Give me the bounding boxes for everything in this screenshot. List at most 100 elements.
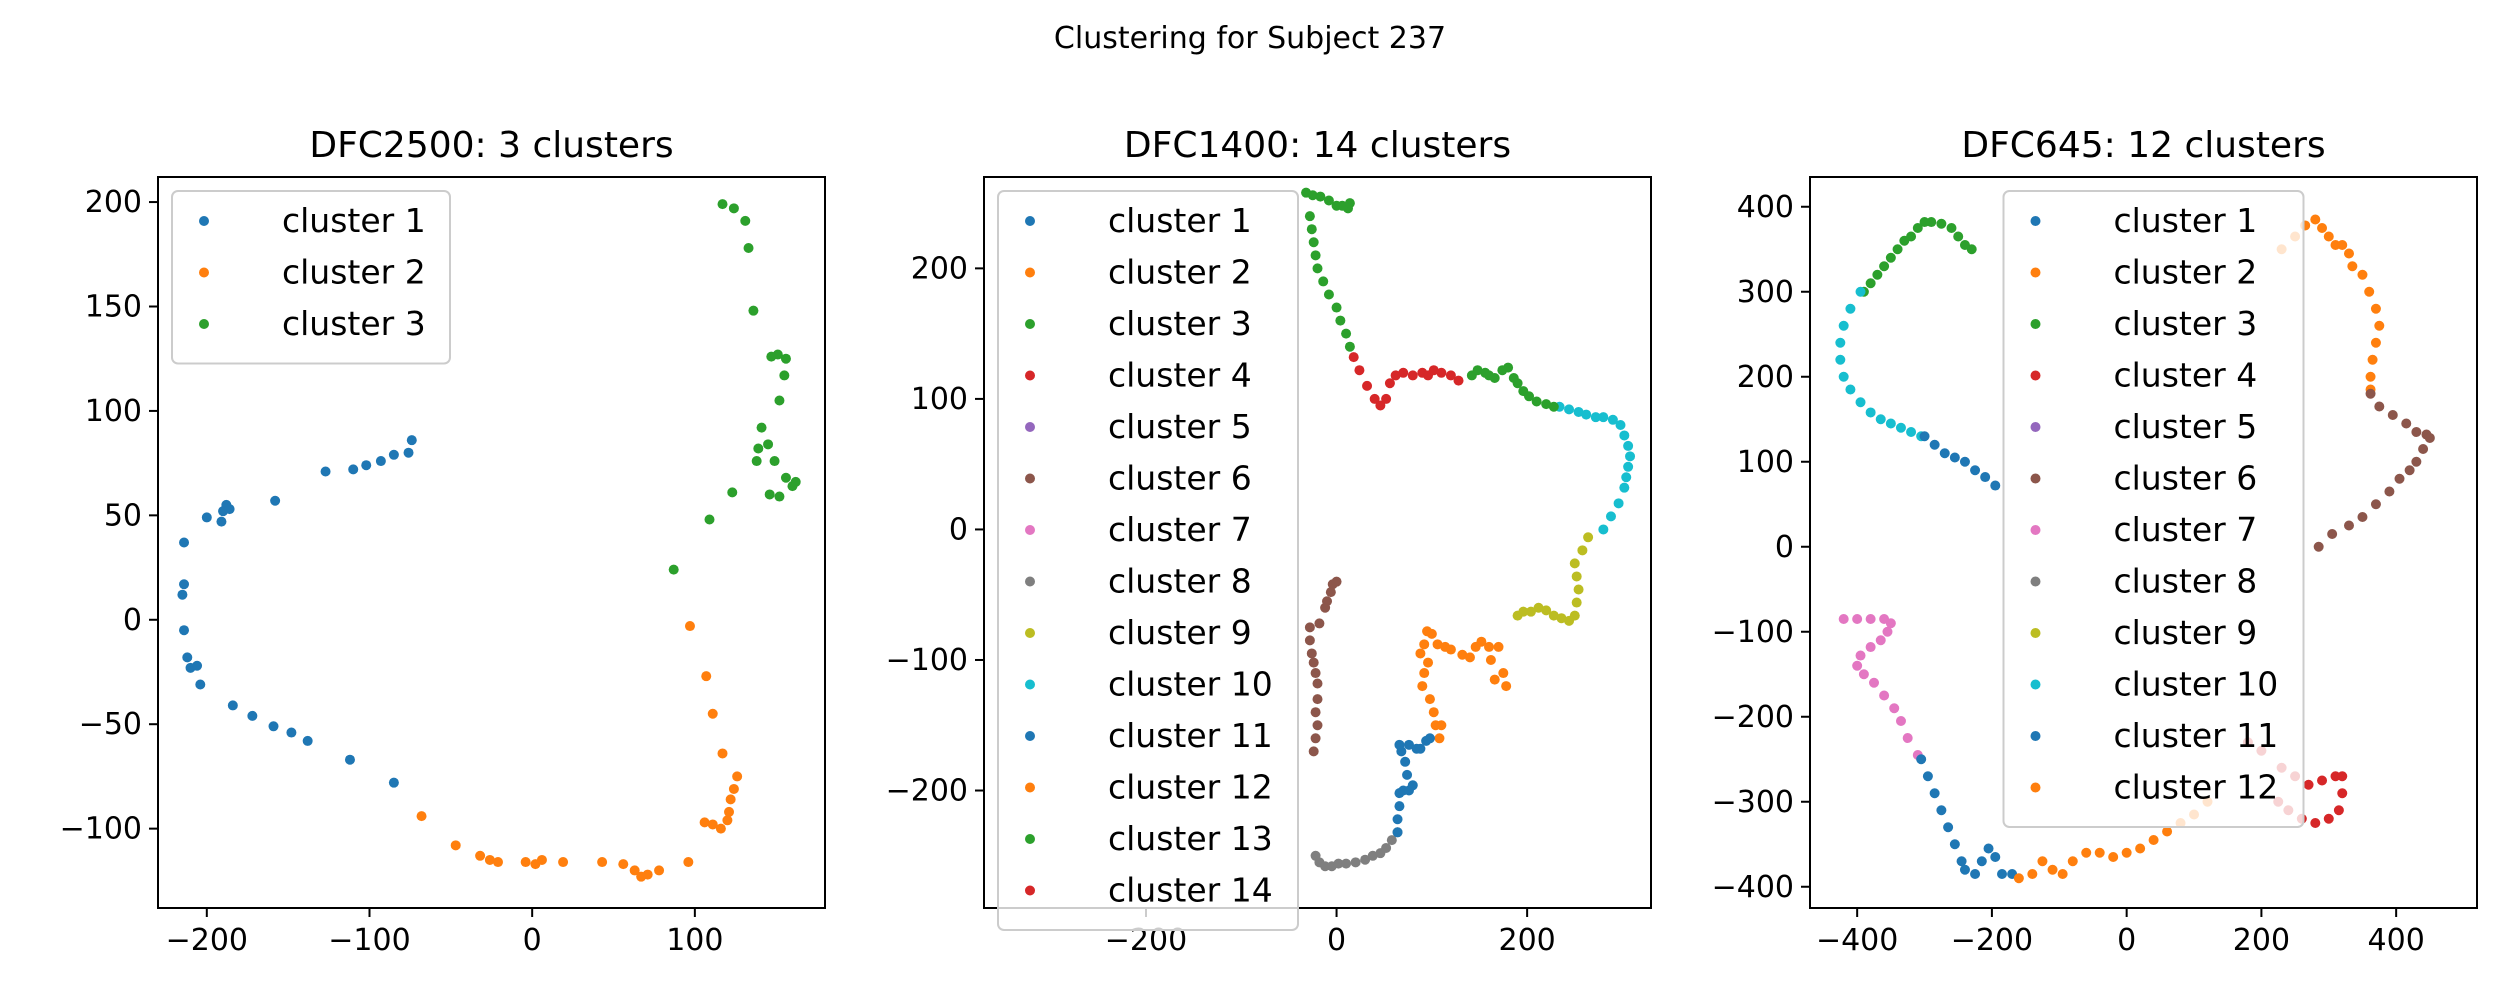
point-2-3: [475, 850, 486, 861]
legend-marker: [2030, 731, 2041, 741]
point-3-7: [668, 564, 679, 575]
legend-label: cluster 8: [2114, 562, 2258, 601]
point-10-8: [1615, 420, 1626, 431]
point-3-20: [774, 491, 785, 502]
point-2-17: [701, 671, 712, 682]
point-2-19: [717, 748, 728, 759]
point-9-9: [1569, 610, 1580, 621]
point-1-18: [182, 652, 193, 663]
y-tick-label: −50: [79, 707, 142, 742]
y-tick-label: −100: [60, 812, 142, 847]
point-4-13: [1428, 365, 1439, 376]
point-13-13: [1541, 399, 1552, 410]
point-2-17: [2365, 371, 2376, 382]
axes-frame: [1809, 176, 2478, 909]
point-2-22: [1493, 641, 1504, 652]
legend-marker: [199, 319, 209, 329]
point-8-6: [1341, 858, 1352, 869]
point-12-4: [2047, 864, 2058, 875]
point-6-3: [2387, 410, 2398, 420]
point-4-9: [2337, 788, 2348, 799]
point-3-15: [1865, 278, 1876, 289]
legend-marker: [2030, 525, 2041, 535]
point-3-15: [753, 443, 764, 454]
point-4-8: [1390, 370, 1401, 381]
point-2-25: [1489, 674, 1500, 685]
point-4-9: [1398, 367, 1409, 378]
point-2-13: [2370, 303, 2381, 314]
point-2-4: [484, 854, 495, 865]
point-4-3: [1362, 380, 1373, 391]
legend-label: cluster 1: [2114, 201, 2258, 240]
point-2-16: [1457, 649, 1468, 660]
point-2-10: [2347, 261, 2358, 272]
point-2-2: [450, 840, 461, 851]
point-6-2: [2374, 401, 2385, 412]
point-3-4: [743, 243, 754, 254]
point-10-8: [1855, 397, 1866, 408]
point-6-4: [2401, 418, 2412, 429]
point-8-12: [1386, 835, 1397, 846]
point-2-15: [654, 865, 665, 876]
point-2-23: [715, 823, 726, 834]
y-tick-label: 0: [123, 603, 142, 638]
legend-label: cluster 9: [1108, 613, 1252, 652]
point-6-15: [1325, 587, 1336, 598]
point-7-14: [1889, 703, 1900, 714]
point-1-17: [179, 625, 190, 636]
y-tick-label: −300: [1712, 785, 1794, 820]
point-12-9: [2108, 852, 2119, 862]
point-9-14: [1577, 545, 1588, 556]
point-10-2: [1564, 404, 1575, 415]
point-2-22: [707, 819, 718, 830]
point-12-10: [2121, 847, 2132, 858]
point-4-2: [1354, 365, 1365, 376]
point-2-9: [1424, 694, 1435, 705]
point-12-2: [2027, 869, 2038, 879]
point-3-5: [748, 305, 759, 316]
point-3-6: [704, 514, 715, 525]
point-8-11: [1381, 842, 1392, 853]
point-10-6: [1598, 412, 1609, 423]
point-7-10: [1852, 660, 1863, 671]
point-3-8: [1344, 198, 1355, 209]
point-2-19: [1476, 636, 1487, 647]
point-7-9: [1855, 650, 1866, 661]
legend-box: [997, 190, 1299, 931]
point-13-12: [1531, 396, 1542, 407]
point-1-12: [216, 516, 227, 527]
point-4-6: [1381, 393, 1392, 404]
point-2-17: [1464, 652, 1475, 663]
point-7-16: [1902, 733, 1913, 743]
point-11-14: [1415, 743, 1426, 754]
point-10-11: [1625, 451, 1636, 462]
legend-label: cluster 3: [2114, 304, 2258, 343]
point-2-6: [1423, 657, 1434, 668]
point-11-5: [1959, 456, 1970, 467]
point-3-8: [1912, 223, 1923, 233]
point-9-15: [1583, 532, 1594, 543]
legend-label: cluster 11: [1108, 716, 1273, 755]
point-1-3: [388, 449, 399, 460]
point-10-13: [1906, 427, 1917, 437]
point-11-15: [1956, 856, 1967, 867]
point-1-5: [361, 460, 372, 471]
point-6-2: [1304, 635, 1315, 646]
y-tick-label: 300: [1737, 275, 1794, 310]
point-9-13: [1569, 558, 1580, 569]
legend: cluster 1 cluster 2 cluster 3 cluster 4 clus…: [2002, 190, 2305, 828]
point-1-13: [201, 512, 212, 523]
point-2-12: [629, 865, 640, 876]
point-2-8: [1417, 681, 1428, 692]
point-2-28: [732, 771, 743, 782]
point-3-3: [1315, 191, 1326, 202]
point-3-11: [1892, 244, 1903, 255]
point-10-13: [1621, 472, 1632, 483]
legend-marker: [2030, 576, 2041, 587]
point-6-4: [1308, 657, 1319, 668]
point-6-5: [2411, 427, 2422, 437]
y-tick-label: −200: [886, 774, 968, 809]
point-8-9: [1367, 850, 1378, 861]
legend-marker: [199, 267, 209, 278]
point-11-11: [1394, 739, 1405, 750]
